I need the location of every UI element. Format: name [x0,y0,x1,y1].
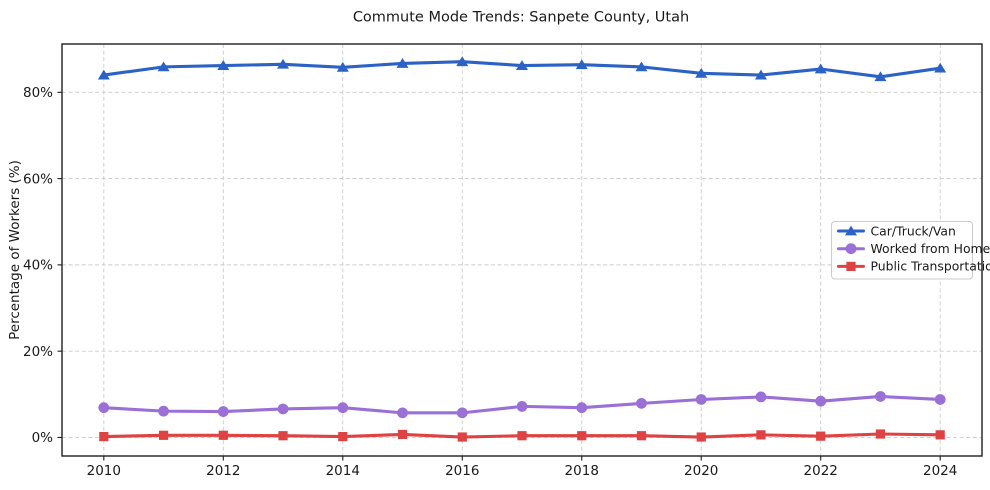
data-point-worked-from-home-2022 [815,395,827,407]
data-point-worked-from-home-2016 [456,407,468,419]
data-point-car-truck-van-2014 [336,61,349,72]
data-point-worked-from-home-2010 [98,402,110,414]
x-tick-label-2010: 2010 [87,463,121,479]
legend-box [831,221,973,280]
data-point-car-truck-van-2023 [874,71,887,82]
data-point-car-truck-van-2019 [635,61,648,72]
x-tick-label-2022: 2022 [804,463,838,479]
x-tick-label-2018: 2018 [565,463,599,479]
data-point-public-transportation-2015 [397,429,408,440]
data-point-car-truck-van-2017 [516,60,528,70]
data-point-public-transportation-2019 [636,431,647,441]
data-point-worked-from-home-2024 [934,394,946,405]
data-point-car-truck-van-2022 [814,63,827,74]
x-tick-label-2024: 2024 [923,463,957,479]
data-point-car-truck-van-2012 [217,60,230,70]
series-car-truck-van [97,56,947,82]
data-point-public-transportation-2012 [218,430,228,440]
series-worked-from-home [98,391,946,419]
data-point-car-truck-van-2018 [575,59,588,70]
data-point-worked-from-home-2011 [158,405,169,417]
data-point-car-truck-van-2021 [754,69,767,80]
data-point-car-truck-van-2020 [695,67,708,78]
data-point-car-truck-van-2024 [934,62,947,73]
legend-marker-car-truck-van [845,225,857,236]
data-point-worked-from-home-2021 [755,391,767,403]
series-layer [97,56,947,442]
grid-layer [62,44,982,456]
x-tick-label-2012: 2012 [206,463,240,479]
y-tick-label-60: 60% [23,171,53,187]
legend: Car/Truck/Van Worked from Home Public Tran… [831,221,990,280]
data-point-worked-from-home-2019 [636,397,647,409]
y-tick-label-40: 40% [23,258,53,274]
data-point-public-transportation-2010 [99,431,109,442]
legend-label-public-transportation: Public Transportation [871,259,990,274]
series-public-transportation [99,429,945,442]
data-point-public-transportation-2011 [158,430,169,440]
data-point-car-truck-van-2016 [456,56,469,67]
data-point-worked-from-home-2012 [217,406,229,417]
y-tick-label-20: 20% [23,344,53,360]
data-point-public-transportation-2016 [457,432,467,442]
legend-entry-public-transportation: Public Transportation [837,259,990,274]
data-point-worked-from-home-2020 [695,394,707,405]
data-point-worked-from-home-2017 [516,400,528,412]
data-point-public-transportation-2013 [278,431,288,441]
legend-label-car-truck-van: Car/Truck/Van [871,223,956,238]
data-point-public-transportation-2014 [338,431,348,442]
data-point-public-transportation-2024 [935,430,945,440]
legend-entry-car-truck-van: Car/Truck/Van [837,223,956,238]
data-point-car-truck-van-2013 [277,58,290,69]
data-point-worked-from-home-2014 [337,402,349,414]
chart-title: Commute Mode Trends: Sanpete County, Uta… [353,10,689,26]
data-point-worked-from-home-2015 [397,407,408,419]
legend-marker-public-transportation [846,261,856,271]
legend-entry-worked-from-home: Worked from Home [837,241,990,256]
data-point-public-transportation-2023 [875,429,886,439]
data-point-car-truck-van-2011 [157,61,170,72]
x-tick-label-2014: 2014 [326,463,360,479]
data-point-public-transportation-2021 [756,430,766,440]
data-point-worked-from-home-2018 [576,402,588,414]
y-tick-label-0: 0% [32,430,54,446]
data-point-worked-from-home-2013 [277,403,289,415]
x-tick-label-2016: 2016 [445,463,479,479]
plot-border [61,43,983,457]
data-point-car-truck-van-2010 [97,69,110,80]
data-point-public-transportation-2018 [577,431,587,441]
y-axis-label: Percentage of Workers (%) [7,160,23,340]
legend-label-worked-from-home: Worked from Home [871,241,990,256]
data-point-public-transportation-2022 [816,431,826,441]
data-point-car-truck-van-2015 [396,58,409,68]
ticks-layer: 2010 2012 2014 2016 2018 2020 2022 2024 0% 20% 40%… [23,85,957,479]
data-point-worked-from-home-2023 [875,391,886,402]
x-tick-label-2020: 2020 [684,463,718,479]
data-point-public-transportation-2020 [696,432,706,442]
legend-marker-worked-from-home [845,243,857,255]
data-point-public-transportation-2017 [517,431,527,441]
y-tick-label-80: 80% [23,85,53,101]
